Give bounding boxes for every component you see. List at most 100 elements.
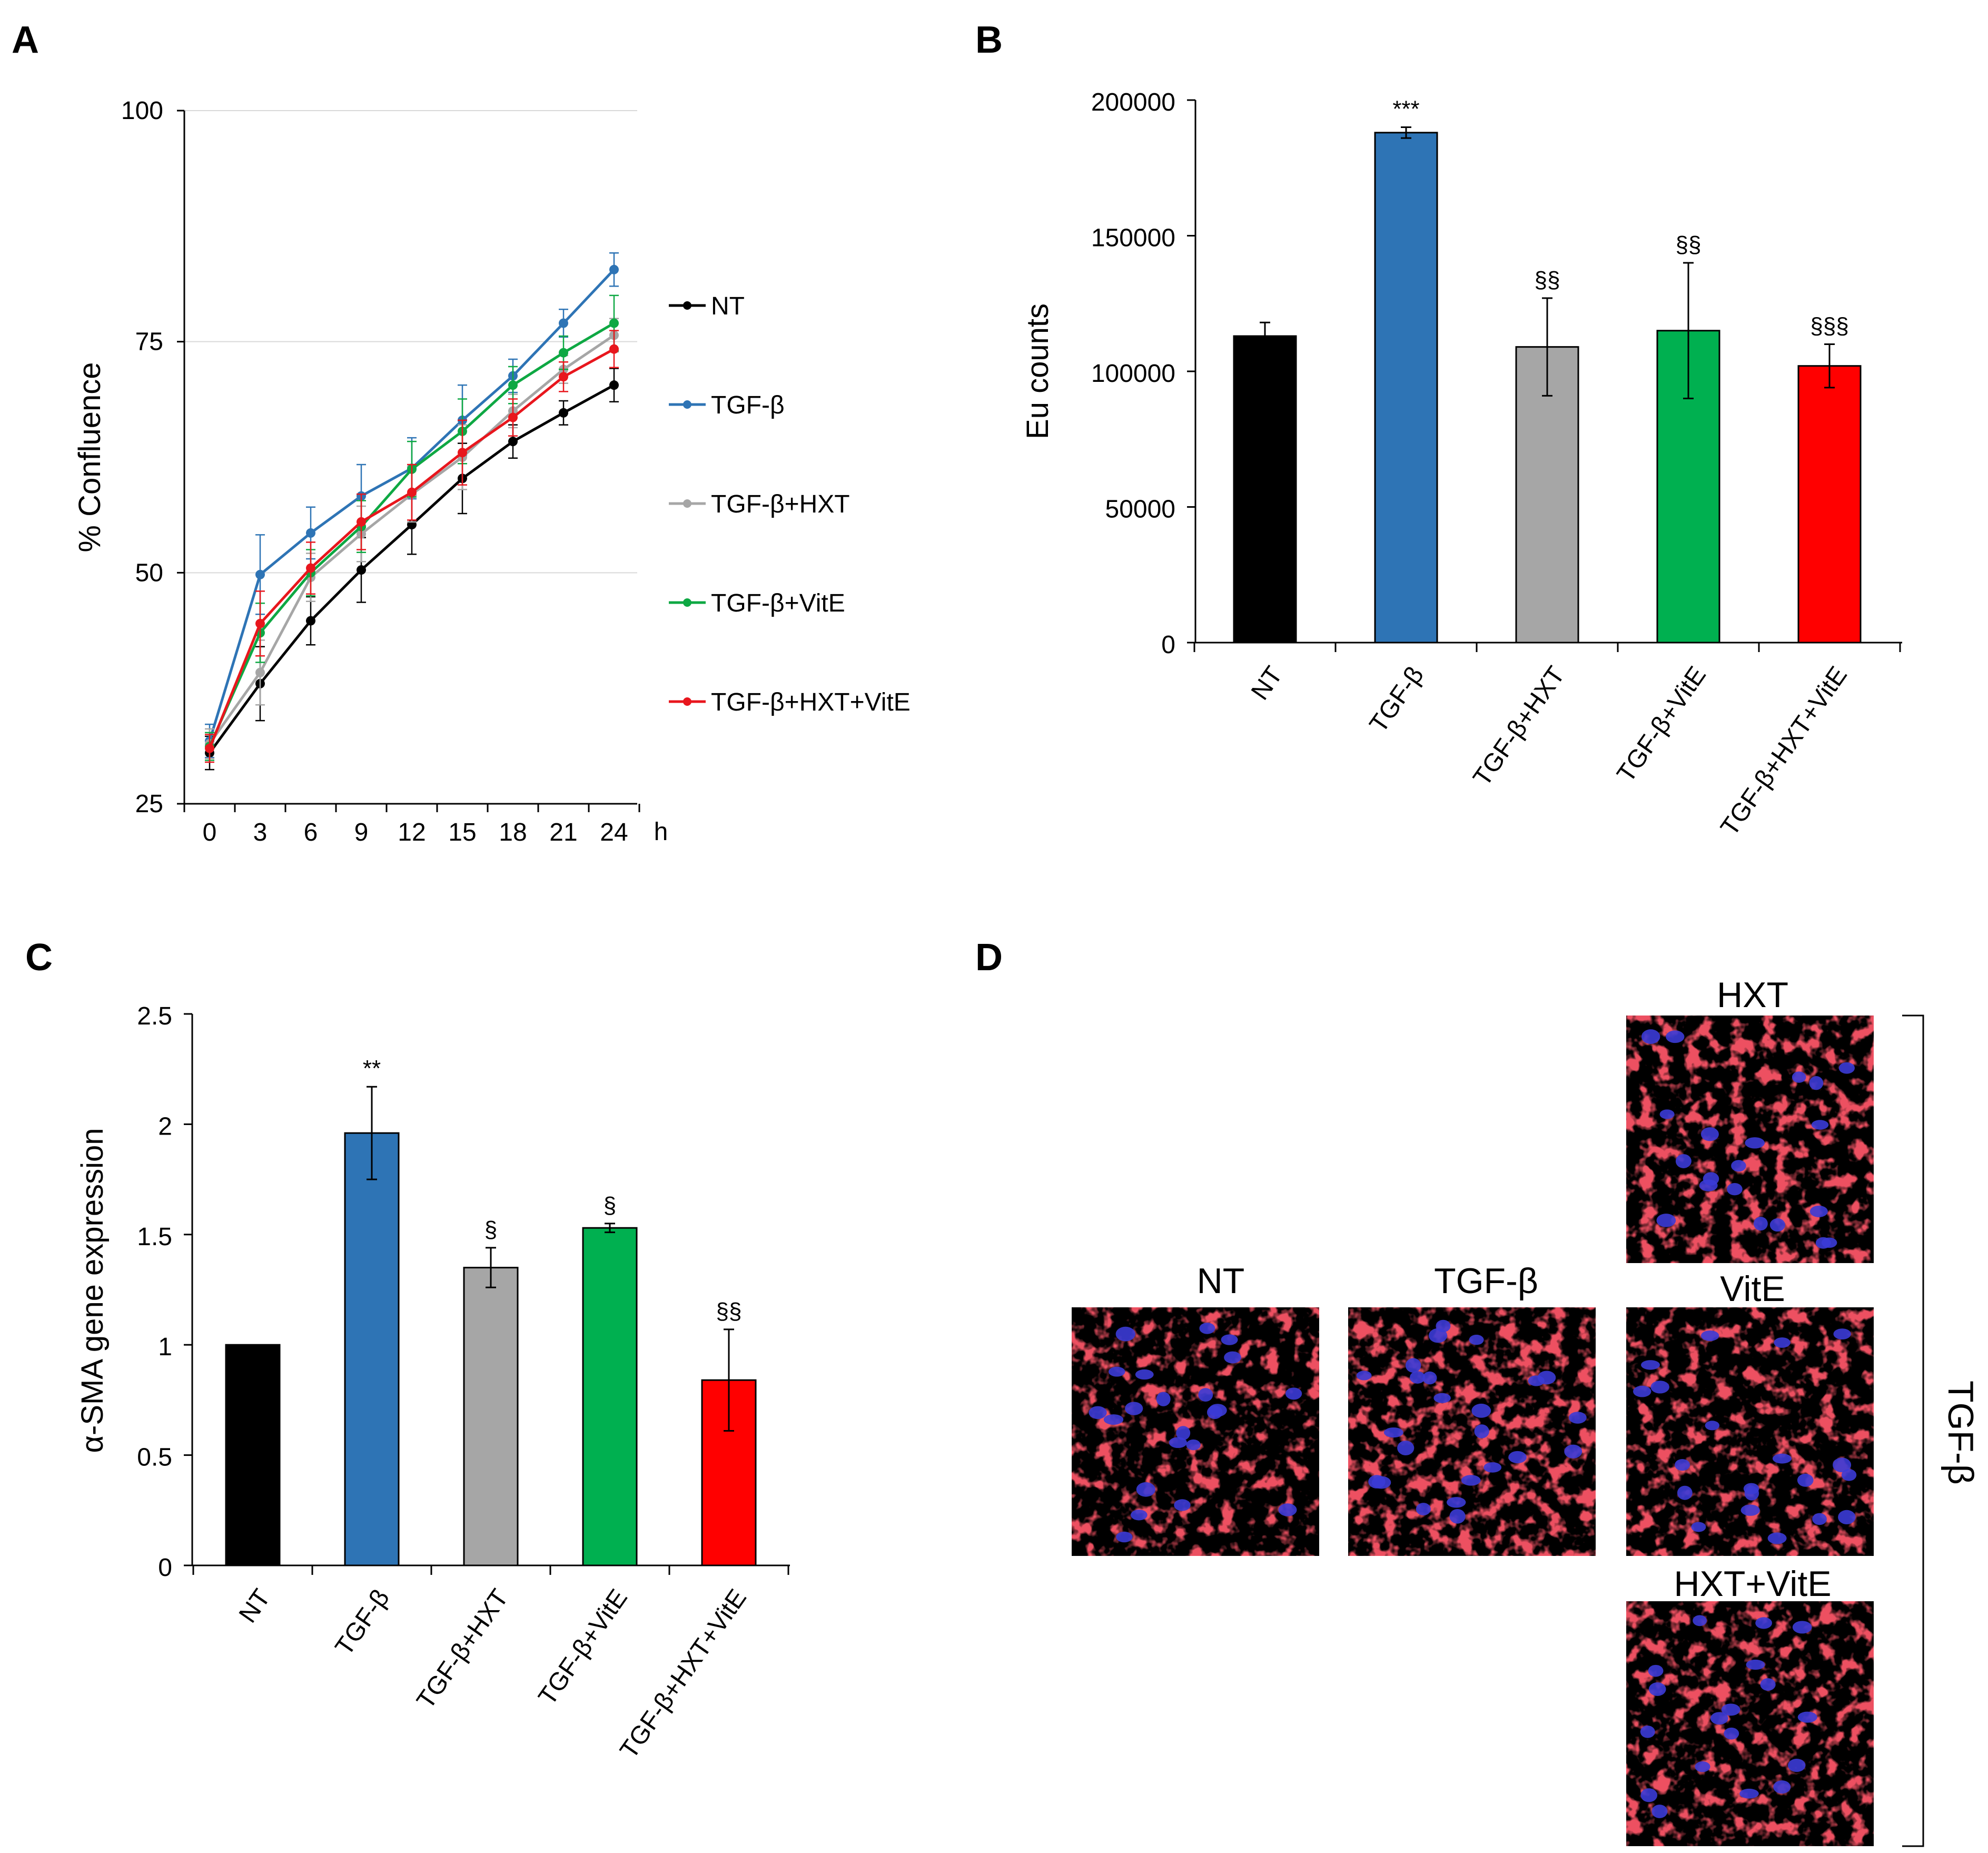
nucleus	[1103, 1414, 1124, 1425]
xtick-label-a-3: 3	[253, 819, 268, 846]
nucleus	[1198, 1388, 1213, 1402]
legend-label: NT	[711, 292, 745, 320]
micrograph-title-tgf: TGF-β	[1434, 1261, 1538, 1301]
data-point	[559, 348, 568, 358]
chart-b-bars: ***§§§§§§§	[1233, 96, 1862, 644]
data-point	[559, 372, 568, 382]
nucleus	[1746, 1659, 1765, 1670]
nucleus	[1811, 1120, 1829, 1130]
nucleus	[1508, 1451, 1527, 1464]
nucleus	[1675, 1458, 1690, 1471]
nucleus	[1156, 1392, 1171, 1406]
chart-a-legend: NT TGF-β TGF-β+HXT TGF-β+VitE TGF-β+HXT+VitE	[669, 292, 911, 716]
ytick-label-b-50000: 50000	[1105, 496, 1175, 524]
nucleus	[1186, 1439, 1201, 1451]
nucleus	[1774, 1337, 1791, 1348]
legend-label: TGF-β+HXT	[711, 490, 850, 518]
micrograph-title-hxt-vite: HXT+VitE	[1674, 1564, 1831, 1604]
nucleus	[1176, 1426, 1191, 1441]
panel-label-d: D	[975, 937, 1003, 979]
data-point	[255, 618, 265, 628]
nucleus	[1792, 1071, 1806, 1083]
nucleus	[1537, 1371, 1556, 1385]
nucleus	[1125, 1402, 1143, 1415]
nucleus	[1675, 1154, 1692, 1168]
nucleus	[1174, 1499, 1191, 1511]
ytick-label-c-2.5: 2.5	[137, 1002, 172, 1030]
category-label-TGF-β+HXT: TGF-β+HXT	[1468, 662, 1570, 791]
category-label-TGF-β: TGF-β	[330, 1584, 395, 1661]
nucleus	[1797, 1711, 1817, 1723]
legend-marker	[683, 400, 691, 409]
nucleus	[1703, 1172, 1719, 1186]
category-label-TGF-β: TGF-β	[1364, 662, 1429, 738]
nucleus	[1405, 1358, 1421, 1373]
nucleus	[1838, 1510, 1856, 1524]
nucleus	[1755, 1617, 1773, 1629]
ytick-label-c-0.5: 0.5	[137, 1444, 172, 1472]
chart-c-ylabel: α-SMA gene expression	[75, 1128, 110, 1453]
nucleus	[1428, 1328, 1448, 1343]
nucleus	[1136, 1482, 1155, 1497]
nucleus	[1449, 1509, 1466, 1524]
significance-TGF-β: **	[363, 1056, 381, 1081]
nucleus	[1797, 1473, 1814, 1487]
legend-label: TGF-β+HXT+VitE	[711, 688, 911, 716]
data-point	[559, 318, 568, 328]
nucleus	[1285, 1387, 1302, 1400]
significance-TGF-β+VitE: §	[604, 1192, 616, 1218]
data-point	[609, 344, 619, 354]
nucleus	[1641, 1029, 1660, 1044]
bar-TGF-β+HXT+VitE	[1797, 365, 1862, 644]
nucleus	[1731, 1160, 1746, 1172]
xtick-label-a-12: 12	[398, 819, 426, 846]
bar-NT	[1233, 335, 1297, 644]
ytick-label-a-75: 75	[135, 328, 163, 356]
nucleus	[1651, 1805, 1668, 1818]
data-point	[609, 318, 619, 328]
significance-TGF-β+HXT+VitE: §§	[716, 1298, 742, 1324]
data-point	[508, 437, 518, 447]
micrograph-title-vite: VitE	[1720, 1269, 1785, 1309]
legend-label: TGF-β+VitE	[711, 589, 845, 617]
nucleus	[1640, 1788, 1658, 1802]
data-point	[508, 412, 518, 422]
ytick-label-b-200000: 200000	[1091, 88, 1175, 116]
micrograph-tgf	[1348, 1307, 1596, 1556]
nucleus	[1641, 1360, 1660, 1370]
ytick-label-a-50: 50	[135, 559, 163, 587]
ytick-label-c-0: 0	[158, 1554, 172, 1582]
nucleus	[1483, 1462, 1502, 1473]
category-label-TGF-β+HXT+VitE: TGF-β+HXT+VitE	[1715, 662, 1853, 841]
nucleus	[1109, 1366, 1125, 1377]
data-point	[508, 380, 518, 390]
nucleus	[1769, 1218, 1785, 1232]
xtick-label-a-21: 21	[549, 819, 577, 846]
nucleus	[1740, 1504, 1760, 1516]
chart-a-x-unit: h	[654, 818, 668, 846]
bar-NT	[225, 1344, 281, 1566]
nucleus	[1474, 1424, 1489, 1438]
nucleus	[1841, 1468, 1857, 1481]
nucleus	[1812, 1513, 1827, 1525]
xtick-label-a-24: 24	[600, 819, 628, 846]
panel-d: NT TGF-β HXT VitE HXT+VitE	[1072, 975, 1981, 1847]
nucleus	[1115, 1326, 1135, 1342]
panel-label-a: A	[12, 19, 39, 61]
xtick-label-a-15: 15	[448, 819, 476, 846]
xtick-label-a-6: 6	[304, 819, 318, 846]
nucleus	[1397, 1441, 1415, 1456]
significance-TGF-β+HXT+VitE: §§§	[1810, 313, 1848, 339]
series-TGF-β+HXT+VitE	[205, 330, 619, 763]
treatment-bracket	[1902, 1014, 1924, 1847]
nucleus	[1199, 1323, 1215, 1334]
category-label-NT: NT	[234, 1584, 276, 1628]
data-point	[407, 487, 417, 497]
nucleus	[1760, 1678, 1776, 1691]
nucleus	[1700, 1330, 1719, 1341]
nucleus	[1224, 1351, 1241, 1364]
data-point	[306, 528, 315, 538]
nucleus	[1422, 1371, 1437, 1385]
category-label-TGF-β+HXT+VitE: TGF-β+HXT+VitE	[615, 1584, 752, 1764]
nucleus	[1469, 1335, 1484, 1345]
